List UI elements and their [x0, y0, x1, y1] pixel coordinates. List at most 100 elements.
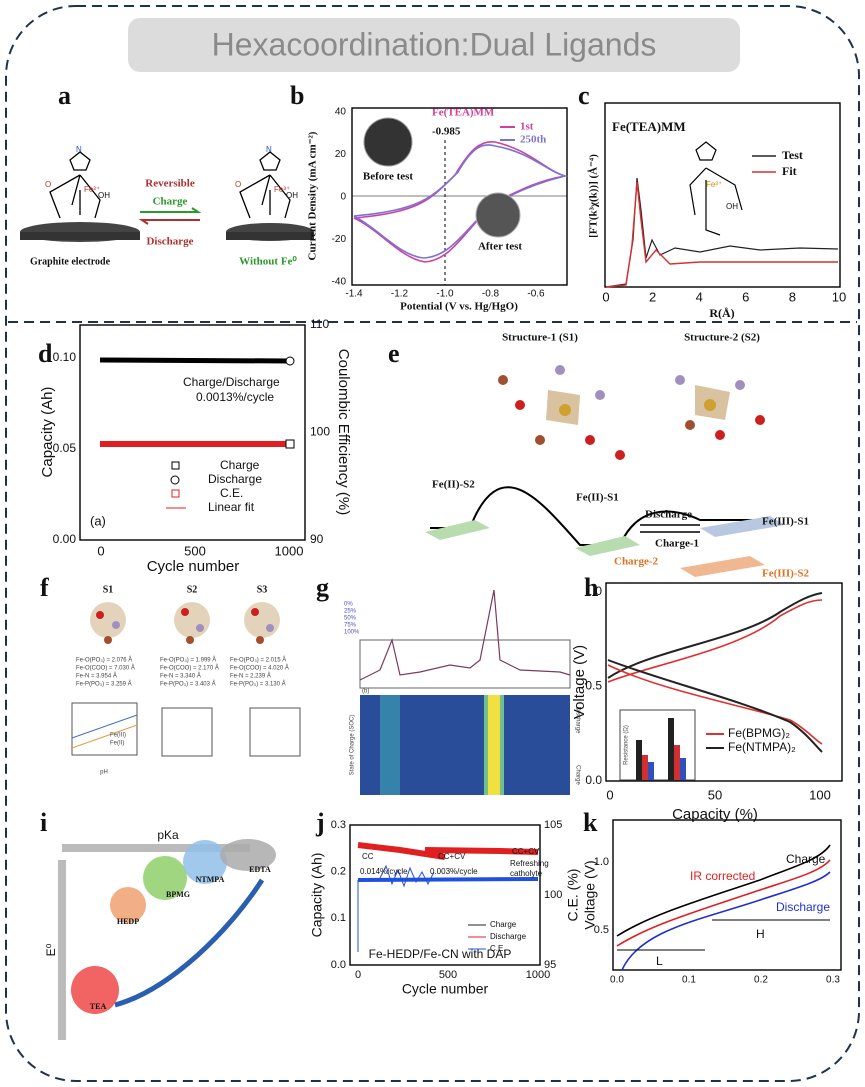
inset-line	[71, 714, 138, 739]
legend-text: Test	[782, 148, 803, 162]
ft-curve	[605, 177, 839, 288]
y-tick-label: -40	[332, 277, 347, 288]
heatmap-band	[484, 695, 488, 795]
inset-label: Resistance (Ω)	[624, 725, 630, 765]
voltage-curve	[621, 871, 831, 971]
electrode	[226, 232, 314, 240]
ligand-blob	[110, 887, 146, 923]
annotation: -0.985	[432, 126, 461, 138]
bond-length: Fe-P(PO₃) = 3.259 Å	[76, 681, 132, 688]
legend-text: Fe(III)	[110, 733, 126, 739]
structure-title: Structure-2 (S2)	[684, 332, 760, 344]
plot-frame	[349, 824, 541, 966]
panel-label: j	[315, 808, 325, 837]
plot-frame	[605, 582, 843, 782]
heatmap-band	[500, 695, 504, 795]
x-axis-label: R(Å)	[709, 306, 734, 320]
y-axis-label: Capacity (Ah)	[309, 853, 325, 938]
sub-label: (a)	[90, 513, 106, 528]
x-tick-label: 1000	[275, 543, 304, 558]
y-axis-label: [FT(k³χ(k))] (Å⁻⁴)	[588, 154, 600, 238]
y-tick-label: 0.00	[53, 532, 77, 546]
inset-bar	[680, 758, 686, 780]
bond-length: Fe-P(PO₃) = 3.403 Å	[160, 681, 216, 688]
annotation: 0.0013%/cycle	[196, 390, 274, 404]
inset-frame	[161, 707, 213, 757]
y-tick-label: 40	[335, 107, 347, 118]
annotation: Refreshing	[510, 859, 549, 868]
x-tick-label: 0	[97, 543, 104, 558]
spectrum	[359, 589, 571, 681]
bond-length: Fe-O(PO₃) = 1.999 Å	[160, 657, 216, 664]
x-tick-label: 1000	[526, 969, 550, 981]
heatmap-band	[380, 695, 400, 795]
y-axis-label: Voltage (V)	[582, 860, 598, 929]
panel-label: e	[388, 339, 400, 368]
system-label: Fe-HEDP/Fe-CN with DAP	[369, 947, 512, 961]
molecule	[498, 365, 765, 460]
y-axis-label: State of Charge (SOC)	[350, 715, 356, 776]
range-label: H	[756, 927, 765, 941]
y-axis-label: Current Density (mA cm⁻²)	[307, 131, 319, 260]
structure-title: Structure-1 (S1)	[502, 332, 578, 344]
annotation: catholyte	[510, 869, 543, 878]
plane	[700, 516, 785, 537]
annotation: CC+CV	[438, 852, 466, 861]
y-tick-label: 95	[544, 959, 556, 971]
y-tick-label: 0.3	[331, 819, 346, 831]
atom: OH	[286, 191, 298, 200]
arrow-label: Charge-1	[655, 538, 699, 550]
x-tick-label: -1.4	[345, 289, 363, 300]
spectrum-frame	[359, 639, 571, 689]
legend-text: Fe(NTMPA)₂	[728, 740, 796, 754]
y-tick-label: 20	[335, 149, 347, 160]
ligand-label: EDTA	[249, 865, 271, 874]
voltage-curve	[607, 592, 823, 679]
panel-label: g	[316, 573, 329, 602]
axis-label: E⁰	[44, 943, 58, 956]
x-axis-label: Potential (V vs. Hg/HgO)	[400, 301, 518, 313]
y-tick-label: 0	[340, 192, 346, 203]
atom: OH	[98, 191, 110, 200]
bond-length: Fe-O(PO₃) = 2.076 Å	[76, 657, 132, 664]
photo	[475, 192, 521, 238]
y-tick-label: 0.0	[585, 773, 602, 787]
x-axis-label: Cycle number	[402, 981, 489, 997]
x-tick-label: 0.1	[682, 975, 696, 986]
atom: O	[235, 180, 241, 189]
x-tick-label: 500	[439, 969, 457, 981]
voltage-curve	[616, 859, 831, 947]
panel-label: c	[578, 81, 590, 110]
legend-marker	[171, 461, 180, 470]
y-tick-label: 0.2	[331, 866, 346, 878]
x-tick-label: 100	[809, 787, 831, 802]
bond-length: Fe-O(PO₃) = 2.015 Å	[230, 657, 286, 664]
plane	[680, 556, 765, 577]
legend-text: Fe(BPMG)₂	[728, 726, 790, 740]
curve-label: IR corrected	[690, 869, 755, 883]
capacity-band	[357, 842, 539, 860]
structure-name: S1	[103, 584, 114, 595]
electrode	[20, 232, 140, 240]
structure-name: S3	[257, 584, 268, 595]
outer-border	[5, 5, 860, 1082]
annotation: CC	[362, 852, 374, 861]
ft-curve	[605, 181, 838, 288]
panel-label: a	[58, 81, 71, 110]
x-tick-label: 2	[649, 289, 656, 304]
photo	[363, 117, 413, 167]
y2-axis-label: C.E. (%)	[565, 869, 581, 922]
photo-label: After test	[478, 241, 522, 253]
voltage-curve	[607, 599, 823, 683]
y-tick-label: 105	[544, 819, 562, 831]
heatmap-band	[488, 695, 500, 795]
atom: Fe³⁺	[274, 185, 290, 194]
atom: N	[266, 145, 272, 154]
legend-text: Discharge	[490, 932, 527, 941]
y-tick-label: 0.5	[594, 924, 609, 936]
photo-label: Before test	[363, 171, 414, 183]
legend-marker	[171, 489, 180, 498]
y2-axis-label: Coulombic Efficiency (%)	[335, 349, 352, 515]
plane	[575, 536, 640, 556]
